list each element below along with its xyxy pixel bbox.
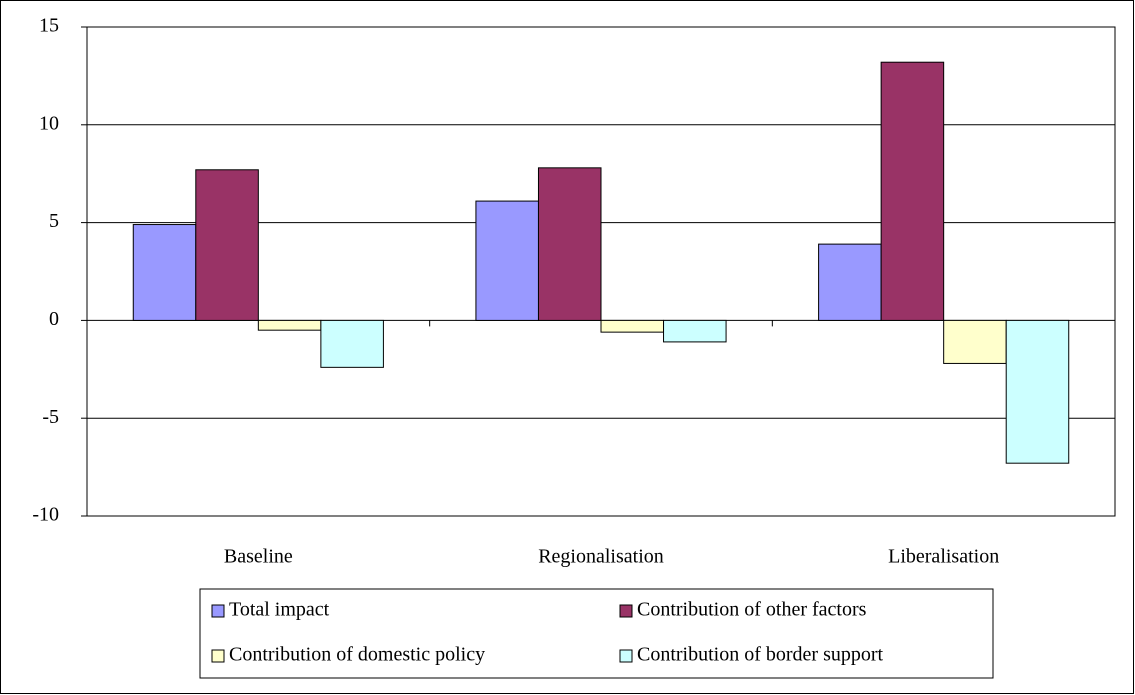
bar [600,319,665,333]
legend-swatch [619,649,633,663]
bar [320,319,384,368]
bar [537,167,602,321]
bar [1005,319,1070,464]
bar [257,319,322,331]
y-tick-label: -5 [42,406,59,428]
bar [943,319,1007,364]
legend-label: Total impact [229,599,330,621]
legend-label: Contribution of other factors [637,599,867,621]
legend-box [199,588,994,679]
x-tick-label: Liberalisation [888,546,999,568]
bar [195,169,259,321]
bar [475,200,539,321]
y-tick-label: -10 [32,504,59,526]
y-tick-label: 15 [39,15,59,37]
bar [132,224,197,321]
legend-label: Contribution of border support [637,644,884,666]
y-tick-label: 0 [49,308,59,330]
legend-swatch [619,604,633,618]
legend-label: Contribution of domestic policy [229,644,485,666]
legend-swatch [211,604,225,618]
bar [663,319,727,343]
x-tick-label: Baseline [224,546,293,568]
y-tick-label: 5 [49,210,59,232]
bar [880,61,945,321]
y-tick-label: 10 [39,112,59,134]
bar [818,243,882,321]
x-tick-label: Regionalisation [538,546,664,568]
legend-swatch [211,649,225,663]
